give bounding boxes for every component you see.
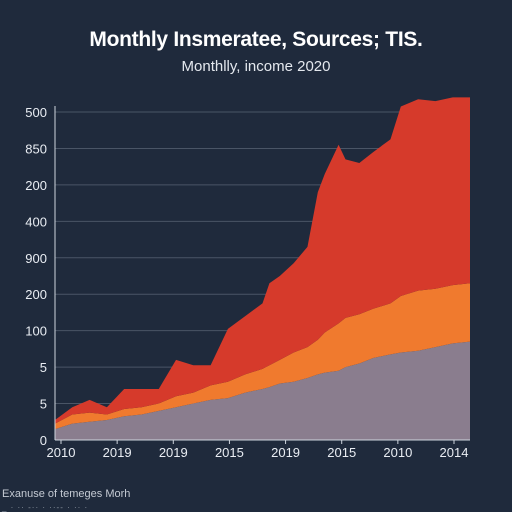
y-tick-label: 0: [40, 433, 47, 448]
footer-caption: Exanuse of temeges Morh: [2, 488, 131, 500]
y-tick-label: 5: [40, 397, 47, 412]
chart-title: Monthly Insmeratee, Sources; TIS.: [89, 28, 423, 51]
y-tick-label: 500: [25, 105, 47, 120]
area-series-bottom: [55, 341, 470, 440]
x-tick-label: 2015: [327, 445, 356, 460]
y-tick-label: 200: [25, 287, 47, 302]
x-tick-label: 2010: [383, 445, 412, 460]
y-tick-label: 400: [25, 214, 47, 229]
x-tick-label: 2010: [47, 445, 76, 460]
area-series-top: [55, 97, 470, 424]
footer-fine-print: _ · ·· -·· · ··-- · ·· ·: [2, 503, 89, 512]
y-tick-label: 100: [25, 324, 47, 339]
y-tick-label: 5: [40, 360, 47, 375]
x-tick-label: 2014: [440, 445, 469, 460]
x-tick-label: 2019: [159, 445, 188, 460]
y-tick-label: 200: [25, 178, 47, 193]
chart-subtitle: Monthlly, income 2020: [181, 58, 331, 75]
area-series-middle: [55, 283, 470, 430]
y-tick-label: 850: [25, 141, 47, 156]
x-tick-label: 2019: [271, 445, 300, 460]
y-tick-label: 900: [25, 251, 47, 266]
x-tick-label: 2015: [215, 445, 244, 460]
x-tick-label: 2019: [103, 445, 132, 460]
